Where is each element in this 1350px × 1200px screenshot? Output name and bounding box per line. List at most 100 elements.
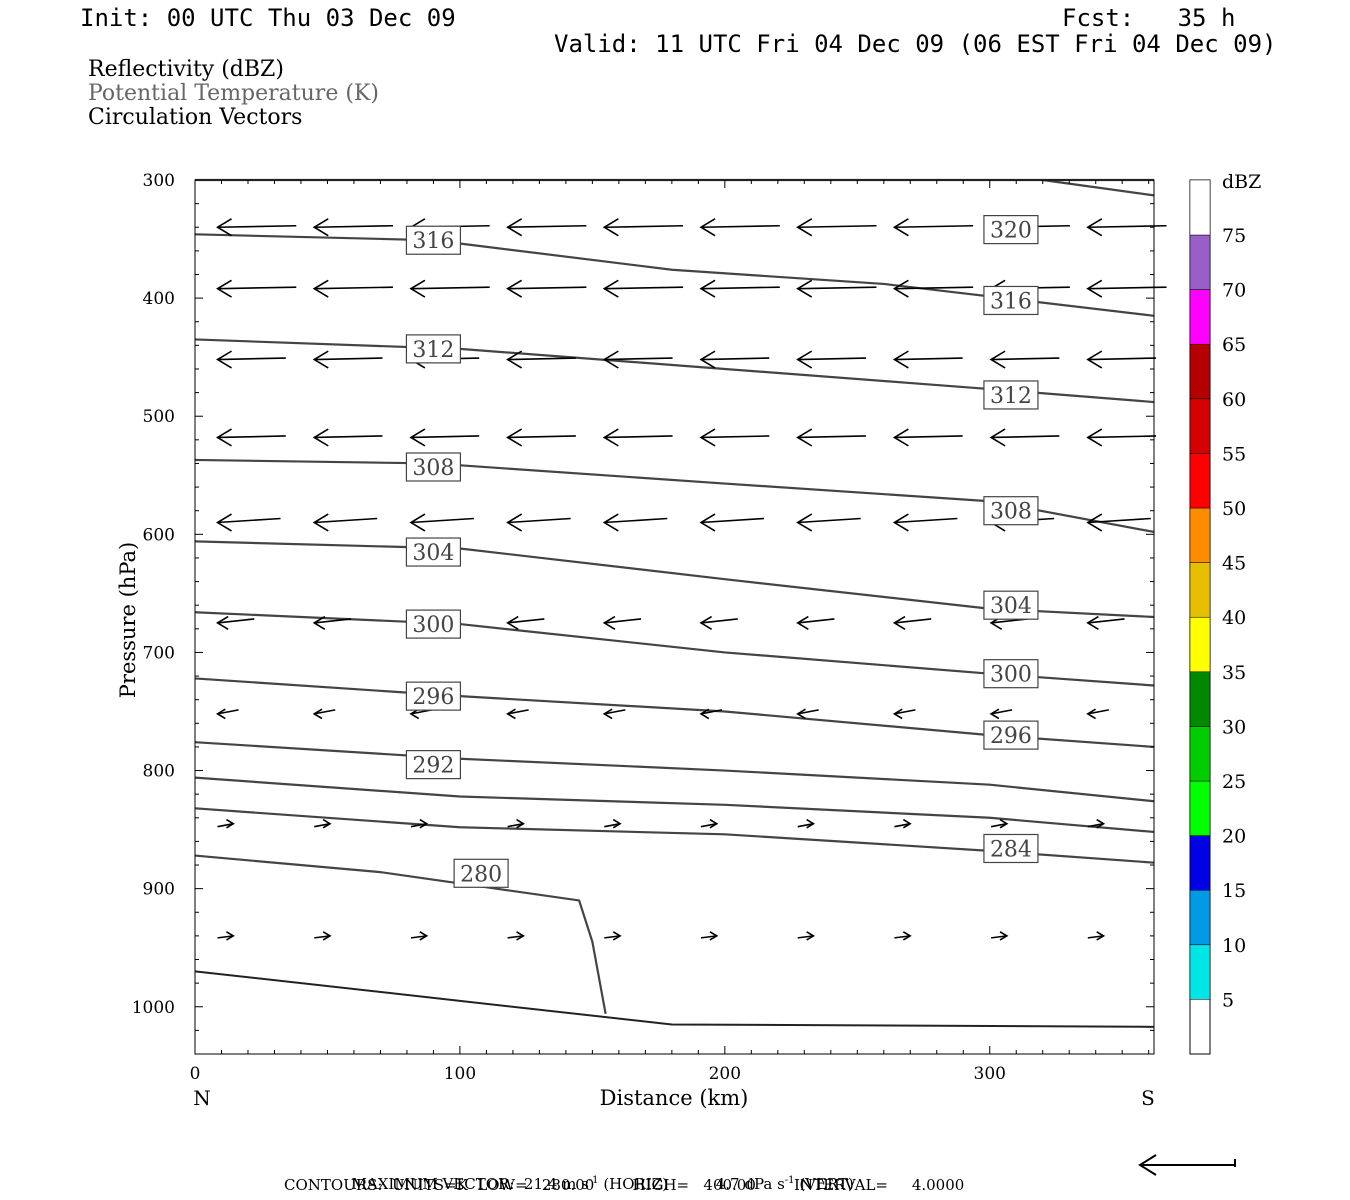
contour-label: 308 [990,500,1032,525]
contour-label: 284 [990,837,1032,862]
circulation-vector [314,618,352,624]
vector-head [796,279,813,298]
vector-head [312,279,329,298]
y-tick-label: 400 [143,289,175,309]
vector-head [796,218,813,237]
circulation-vector [410,517,474,524]
circulation-vector [217,517,281,524]
x-tick-label: 200 [709,1064,741,1084]
vector-head [892,279,909,298]
colorbar-label: 55 [1222,443,1246,465]
circulation-vector [507,822,524,828]
circulation-vector [701,286,780,290]
vector-head [215,428,232,447]
colorbar-label: 35 [1222,662,1246,684]
circulation-vector [894,435,963,439]
vector-head [312,428,329,447]
circulation-vector [894,935,911,939]
colorbar-swatch [1189,234,1211,290]
colorbar-label: 5 [1222,989,1234,1011]
contour-label: 304 [990,594,1032,619]
vector-head [892,350,909,369]
contour-label: 300 [412,613,454,638]
vector-head [699,513,716,532]
circulation-vector [507,517,571,524]
circulation-vector [217,935,234,939]
contour-label-box [453,858,509,888]
vector-head [215,708,226,720]
footer-contours: CONTOURS: UNITS=K LOW= 280.00 HIGH= 400.… [284,1176,965,1194]
colorbar-swatch [1189,616,1211,673]
vector-head [409,708,420,720]
circulation-vector [797,517,861,524]
contour-label-box [983,380,1039,410]
y-tick-label: 800 [143,762,175,782]
circulation-vector [991,935,1007,939]
contour-label-box [983,659,1039,689]
theta-contour-284 [194,807,1155,864]
circulation-vector [217,224,297,229]
vector-head [419,931,429,941]
colorbar-label: 10 [1222,935,1246,957]
vector-head [999,818,1009,829]
vector-head [699,615,713,630]
colorbar-label: 30 [1222,716,1246,738]
circulation-vector [314,435,383,439]
x-tick-label: 100 [444,1064,476,1084]
vector-head [796,350,813,369]
vector-head [409,428,426,447]
circulation-vector [1087,517,1151,524]
circulation-vector [314,357,383,361]
contour-label: 296 [412,685,454,710]
circulation-vector [507,435,576,439]
circulation-vector [507,935,524,939]
contour-label-box [405,609,462,639]
colorbar-swatch [1189,671,1211,727]
vector-head [409,279,426,298]
vector-head [516,931,525,941]
circulation-vector [894,618,932,624]
vector-head [1086,279,1103,298]
vector-head [312,350,329,369]
colorbar: 5 10 15 20 25 30 35 40 45 50 55 60 65 70 75 [1189,179,1246,1055]
contour-label: 292 [412,754,454,779]
vector-head [419,818,429,829]
footer-max-vector: MAXIMUM VECTOR: 21.4 m s-1 (HORIZ) 4.7 d… [351,1175,854,1193]
circulation-vector [410,435,480,439]
vector-head [322,818,332,829]
y-tick-label: 900 [143,880,175,900]
forecast-hour: Fcst: 35 h [1062,4,1236,32]
theta-contour-292 [194,741,1155,803]
vector-head [1086,615,1099,630]
circulation-vector [604,822,621,828]
vector-head [506,279,523,298]
circulation-vector [217,618,255,624]
contour-label-box [983,285,1039,316]
circulation-vector [797,709,819,715]
vector-head [506,428,523,447]
circulation-vector [990,822,1008,828]
theta-contour-320 [1042,178,1155,197]
colorbar-title: dBZ [1222,171,1261,193]
north-end-label: N [193,1086,211,1110]
vector-head [699,350,716,369]
circulation-vector [314,286,394,290]
circulation-vector [314,709,336,715]
colorbar-label: 50 [1222,498,1246,520]
circulation-vector [507,286,587,290]
circulation-vector [507,618,545,624]
vector-head [892,708,903,720]
vector-head [602,218,619,237]
vector-head [612,931,622,941]
contour-label-box [405,537,462,567]
vector-head [602,513,619,532]
circulation-vector [604,517,668,524]
field-reflectivity: Reflectivity (dBZ) [88,57,284,82]
theta-contours [194,178,1155,1028]
vector-head [1086,218,1103,237]
vector-head [806,931,816,941]
colorbar-swatch [1189,944,1211,1000]
vector-head [699,218,716,237]
vector-head [1096,818,1106,829]
contour-label-box [983,496,1039,526]
